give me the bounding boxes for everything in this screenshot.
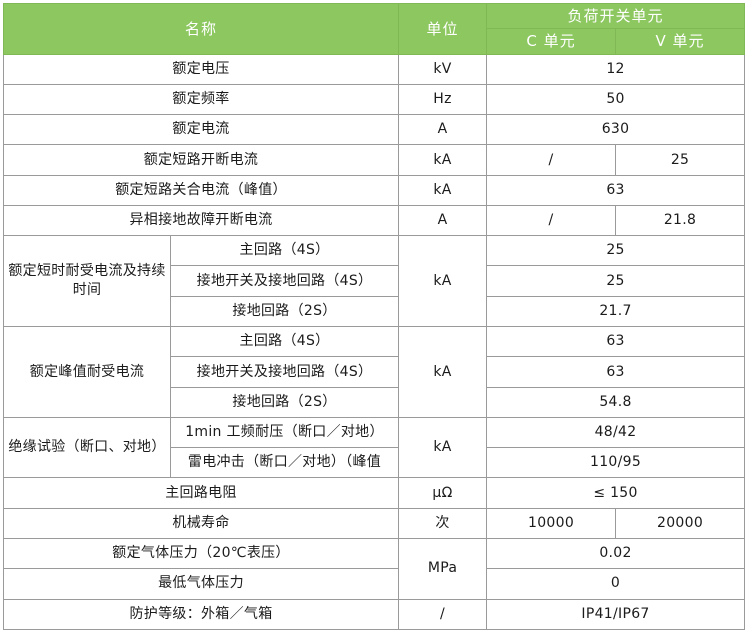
table-row: 雷电冲击（断口／对地）（峰值 110/95 [4, 447, 746, 479]
row-unit: / [398, 598, 488, 631]
row-value-v: 25 [615, 144, 746, 176]
table-header: 名称 单位 负荷开关单元 C 单元 V 单元 [2, 2, 746, 55]
table-row: 额定气体压力（20℃表压） MPa 0.02 [2, 537, 746, 600]
table-row: 额定峰值耐受电流 主回路（4S） kA 63 [3, 326, 746, 418]
header-unit: 单位 [398, 3, 488, 55]
row-name: 异相接地故障开断电流 [2, 204, 400, 237]
row-name: 额定短路关合电流（峰值） [2, 174, 400, 206]
row-subname: 接地开关及接地回路（4S） [169, 356, 400, 388]
table-row: 额定短时耐受电流及持续时间 主回路（4S） kA 25 [3, 235, 746, 328]
table-row: 额定短路关合电流（峰值） kA 63 [2, 174, 746, 206]
row-subname: 接地回路（2S） [169, 295, 400, 328]
row-name: 防护等级：外箱／气箱 [2, 598, 400, 631]
row-subname: 接地开关及接地回路（4S） [169, 265, 400, 297]
row-value: 25 [486, 235, 746, 267]
row-value: 21.7 [486, 295, 746, 328]
row-value: 25 [486, 265, 746, 297]
row-value: 63 [486, 356, 746, 388]
row-unit: kV [398, 53, 488, 85]
header-group-load-switch-unit: 负荷开关单元 [486, 2, 746, 30]
row-unit: A [398, 114, 488, 146]
group-label: 额定峰值耐受电流 [3, 326, 171, 418]
row-name: 主回路电阻 [2, 477, 400, 509]
row-name: 额定电压 [2, 53, 400, 85]
row-value-v: 20000 [615, 507, 746, 540]
row-name: 最低气体压力 [2, 568, 400, 600]
group-unit: kA [398, 235, 488, 328]
group-unit: kA [398, 326, 488, 418]
row-value: 63 [486, 174, 746, 206]
row-unit: kA [398, 174, 488, 206]
group-unit: MPa [398, 538, 488, 600]
row-value: 0 [486, 568, 746, 600]
row-subname: 1min 工频耐压（断口／对地） [169, 416, 400, 449]
table-body: 额定电压 kV 12 额定频率 Hz 50 额定电流 A 630 额定短路开断电… [2, 53, 746, 631]
row-name: 机械寿命 [2, 507, 400, 540]
table-row: 额定电流 A 630 [2, 114, 746, 146]
table-row: 额定电压 kV 12 [2, 53, 746, 85]
row-value: 50 [486, 83, 746, 116]
group-label: 绝缘试验（断口、对地） [3, 416, 171, 479]
table-row: 主回路电阻 μΩ ≤ 150 [2, 477, 746, 509]
table-row: 接地回路（2S） 54.8 [4, 386, 746, 418]
row-unit: kA [398, 144, 488, 176]
row-value: 63 [486, 326, 746, 358]
row-value-v: 21.8 [615, 204, 746, 237]
header-sub-v-unit: V 单元 [615, 28, 746, 55]
table-row: 最低气体压力 0 [2, 568, 746, 600]
row-unit: A [398, 204, 488, 237]
row-subname: 雷电冲击（断口／对地）（峰值 [169, 447, 400, 479]
row-value-c: / [486, 144, 617, 176]
row-subname: 接地回路（2S） [169, 386, 400, 418]
header-sub-c-unit: C 单元 [486, 28, 617, 55]
row-subname: 主回路（4S） [169, 235, 400, 267]
row-value: 630 [486, 114, 746, 146]
table-row: 机械寿命 次 10000 20000 [2, 507, 746, 540]
table-row: 防护等级：外箱／气箱 / IP41/IP67 [2, 598, 746, 631]
table-row: 绝缘试验（断口、对地） 1min 工频耐压（断口／对地） kA 48/42 [3, 416, 746, 479]
row-unit: 次 [398, 507, 488, 540]
row-value: 0.02 [486, 537, 746, 570]
row-value: 54.8 [486, 386, 746, 418]
table-row: 额定短路开断电流 kA / 25 [2, 144, 746, 176]
row-value: IP41/IP67 [486, 598, 746, 631]
row-value: 12 [486, 53, 746, 85]
row-name: 额定电流 [2, 114, 400, 146]
header-row-primary: 名称 单位 负荷开关单元 [2, 2, 746, 55]
row-name: 额定气体压力（20℃表压） [2, 537, 400, 570]
row-subname: 主回路（4S） [169, 326, 400, 358]
table-row: 异相接地故障开断电流 A / 21.8 [2, 204, 746, 237]
row-unit: μΩ [398, 477, 488, 509]
table-row: 接地开关及接地回路（4S） 25 [4, 265, 746, 297]
row-value: 110/95 [486, 447, 746, 479]
row-value: 48/42 [486, 416, 746, 449]
header-name: 名称 [2, 3, 400, 55]
row-value-c: / [486, 204, 617, 237]
table-row: 额定频率 Hz 50 [2, 83, 746, 116]
row-name: 额定频率 [2, 83, 400, 116]
row-unit: Hz [398, 83, 488, 116]
group-label: 额定短时耐受电流及持续时间 [3, 235, 171, 328]
row-name: 额定短路开断电流 [2, 144, 400, 176]
group-unit: kA [398, 416, 488, 479]
header-row-secondary: C 单元 V 单元 [4, 28, 746, 55]
row-value-c: 10000 [486, 507, 617, 540]
table-row: 接地开关及接地回路（4S） 63 [4, 356, 746, 388]
row-value: ≤ 150 [486, 477, 746, 509]
table-row: 接地回路（2S） 21.7 [4, 295, 746, 328]
